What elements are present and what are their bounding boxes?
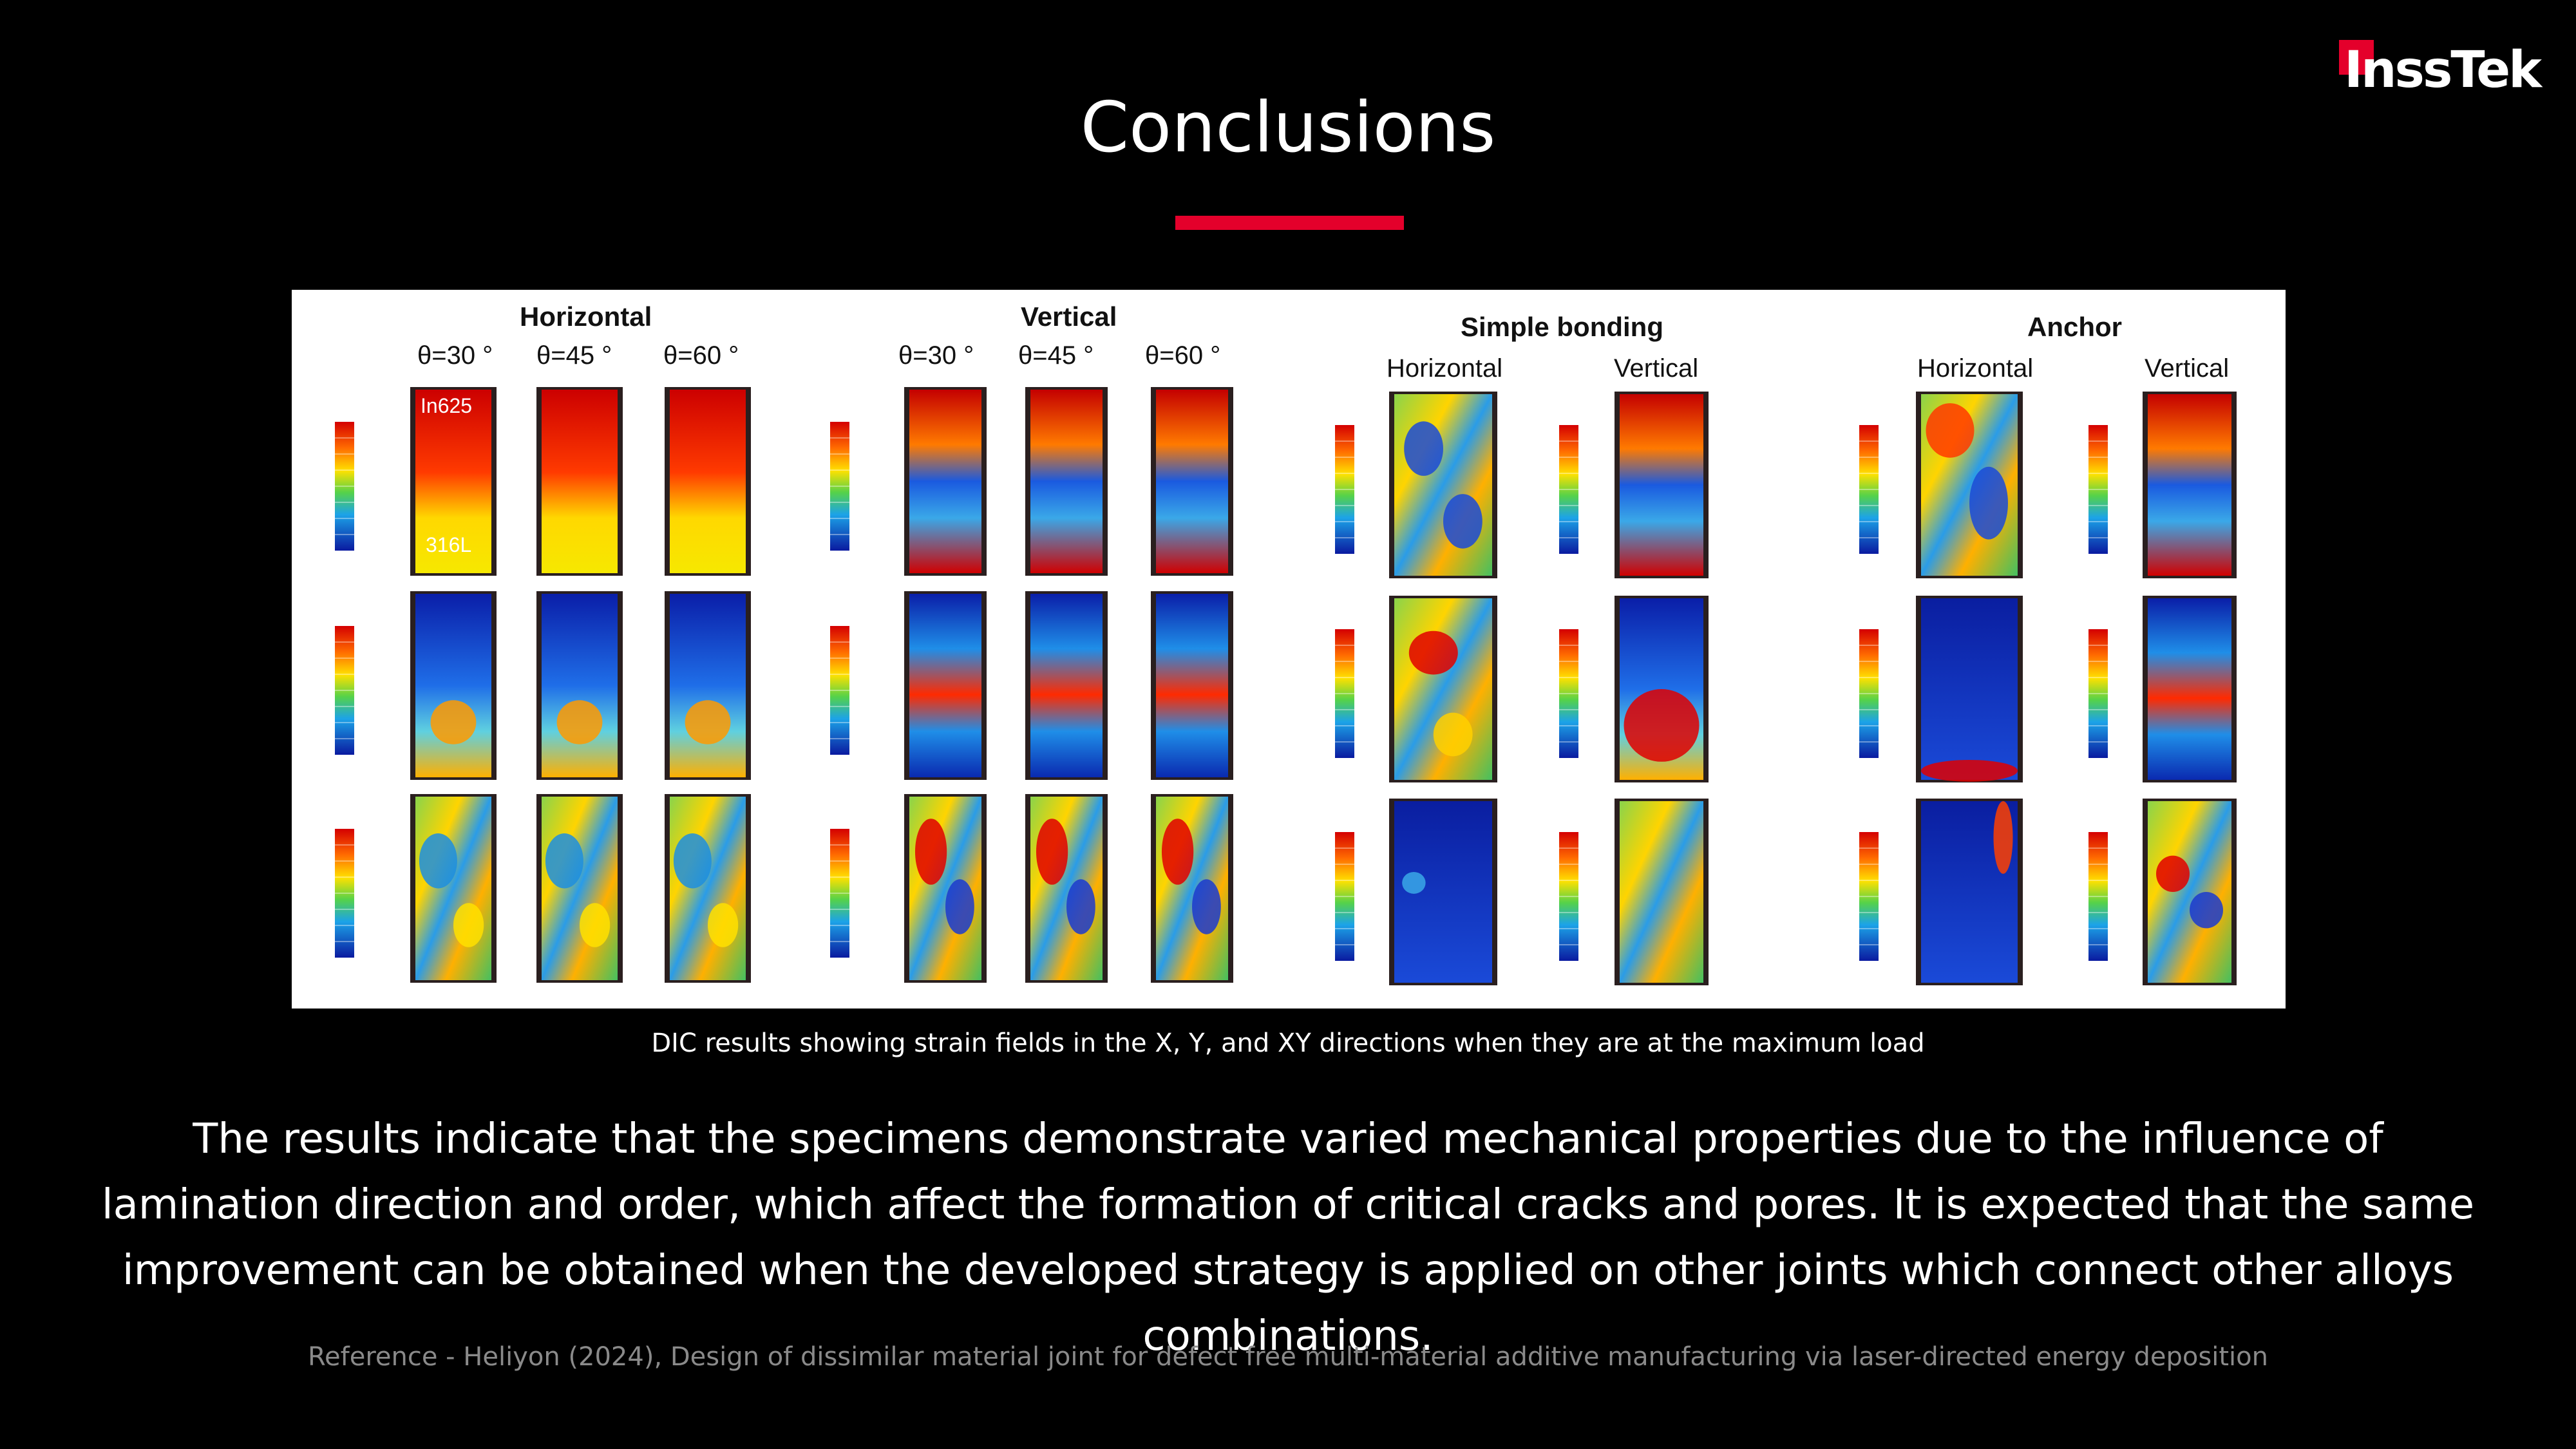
specimen-horizontal-r1-c2 — [670, 594, 746, 777]
slide-title: Conclusions — [1080, 88, 1496, 168]
specimen-horizontal-r2-c1-region — [545, 833, 583, 889]
specimen-horizontal-r1-c1-region — [556, 700, 603, 744]
specimen-simple-bonding-v-r0 — [1620, 394, 1703, 576]
specimen-horizontal-r2-c0 — [415, 797, 491, 980]
specimen-vertical-r0-c2 — [1156, 390, 1228, 573]
group-label-anchor: Anchor — [2027, 312, 2122, 342]
angle-label-h30: θ=30 ° — [417, 341, 493, 370]
angle-label-h60: θ=60 ° — [663, 341, 739, 370]
specimen-anchor-h-r0-region — [1926, 403, 1975, 458]
title-underline — [1175, 216, 1404, 230]
logo-red-square — [2339, 40, 2374, 75]
group-label-simple-bonding: Simple bonding — [1461, 312, 1663, 342]
specimen-simple-bonding-v-r2 — [1620, 801, 1703, 983]
specimen-vertical-r2-c0 — [909, 797, 981, 980]
specimen-anchor-h-r1 — [1921, 598, 2018, 780]
specimen-horizontal-r1-c0 — [415, 594, 491, 777]
angle-label-v45: θ=45 ° — [1018, 341, 1094, 370]
specimen-simple-bonding-v-r1-region — [1624, 689, 1700, 762]
specimen-anchor-v-r2 — [2148, 801, 2231, 983]
orientation-label-anchor-vertical: Vertical — [2145, 354, 2230, 383]
specimen-vertical-r2-c0-region — [914, 819, 947, 885]
specimen-vertical-r2-c1-region — [1036, 819, 1068, 885]
angle-label-h45: θ=45 ° — [536, 341, 612, 370]
specimen-anchor-v-r0 — [2148, 394, 2231, 576]
specimen-vertical-r0-c0 — [909, 390, 981, 573]
specimen-anchor-v-r2-region — [2190, 892, 2223, 929]
specimen-anchor-v-r1 — [2148, 598, 2231, 780]
specimen-horizontal-r0-c1 — [542, 390, 618, 573]
specimen-horizontal-r2-c2-region — [708, 903, 739, 947]
group-label-vertical: Vertical — [1021, 301, 1117, 332]
specimen-horizontal-r2-c2 — [670, 797, 746, 980]
specimen-anchor-h-r0-region — [1969, 466, 2008, 540]
specimen-horizontal-r2-c2-region — [673, 833, 712, 889]
specimen-vertical-r2-c2 — [1156, 797, 1228, 980]
specimen-vertical-r1-c0 — [909, 594, 981, 777]
conclusion-paragraph: The results indicate that the specimens … — [101, 1115, 2475, 1360]
dic-strain-figure: Horizontal Vertical Simple bonding Ancho… — [292, 290, 2286, 1009]
specimen-simple-bonding-h-r0-region — [1404, 421, 1443, 476]
insstek-logo: InssTek — [2338, 37, 2544, 102]
specimen-vertical-r2-c1-region — [1066, 879, 1095, 934]
strain-field-graphics — [335, 387, 2237, 985]
material-label-316l: 316L — [426, 533, 472, 556]
specimen-horizontal-r2-c0-region — [419, 833, 457, 889]
orientation-label-anchor-horizontal: Horizontal — [1917, 354, 2034, 383]
specimen-vertical-r2-c0-region — [945, 879, 974, 934]
specimen-simple-bonding-h-r2-region — [1402, 871, 1426, 894]
angle-label-v60: θ=60 ° — [1145, 341, 1221, 370]
specimen-simple-bonding-h-r1-region — [1433, 712, 1473, 757]
specimen-horizontal-r2-c1 — [542, 797, 618, 980]
specimen-horizontal-r0-c0 — [415, 390, 491, 573]
group-label-horizontal: Horizontal — [520, 301, 652, 332]
specimen-horizontal-r1-c1 — [542, 594, 618, 777]
specimen-horizontal-r2-c0-region — [453, 903, 484, 947]
specimen-horizontal-r1-c0-region — [430, 700, 477, 744]
angle-label-v30: θ=30 ° — [898, 341, 974, 370]
specimen-vertical-r0-c1 — [1030, 390, 1103, 573]
specimen-simple-bonding-h-r0 — [1394, 394, 1492, 576]
specimen-anchor-h-r1-region — [1921, 759, 2018, 782]
specimen-vertical-r2-c2-region — [1192, 879, 1221, 934]
specimen-anchor-v-r2-region — [2156, 855, 2190, 892]
specimen-anchor-h-r2-region — [1993, 801, 2013, 874]
specimen-horizontal-r1-c2-region — [685, 700, 731, 744]
specimen-vertical-r1-c2 — [1156, 594, 1228, 777]
orientation-label-sb-vertical: Vertical — [1614, 354, 1699, 383]
specimen-vertical-r2-c1 — [1030, 797, 1103, 980]
reference-citation: Reference - Heliyon (2024), Design of di… — [308, 1342, 2268, 1372]
figure-caption: DIC results showing strain fields in the… — [651, 1028, 1925, 1058]
specimen-simple-bonding-h-r1-region — [1408, 630, 1458, 675]
specimen-horizontal-r2-c1-region — [580, 903, 611, 947]
orientation-label-sb-horizontal: Horizontal — [1387, 354, 1503, 383]
specimen-vertical-r2-c2-region — [1161, 819, 1194, 885]
material-label-in625: In625 — [421, 394, 473, 417]
specimen-vertical-r1-c1 — [1030, 594, 1103, 777]
specimen-horizontal-r0-c2 — [670, 390, 746, 573]
logo-wordmark: InssTek — [2344, 41, 2542, 99]
specimen-simple-bonding-h-r0-region — [1443, 494, 1482, 549]
